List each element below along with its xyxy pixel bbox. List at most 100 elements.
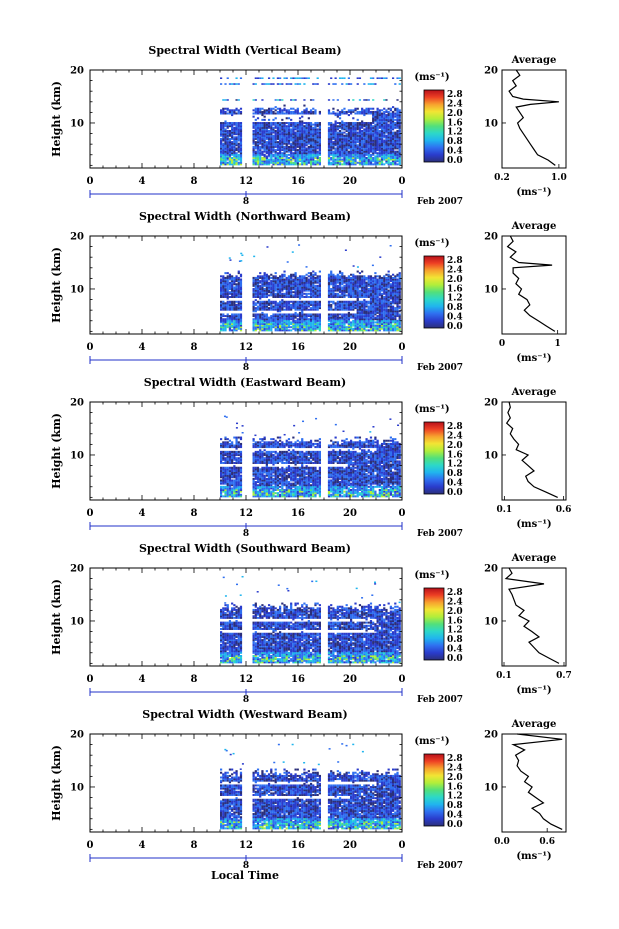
heatmap-cell — [391, 122, 395, 125]
heatmap-cell — [270, 327, 273, 330]
heatmap-cell — [259, 322, 262, 325]
heatmap-cell — [341, 128, 344, 131]
heatmap-cell — [254, 329, 257, 332]
heatmap-cell — [361, 329, 364, 332]
heatmap-cell — [261, 322, 264, 325]
heatmap-cell — [220, 83, 223, 85]
heatmap-cell — [338, 322, 342, 325]
heatmap-cell — [283, 107, 286, 110]
heatmap-cell — [279, 281, 282, 284]
heatmap-cell — [226, 457, 229, 460]
heatmap-cell — [338, 286, 342, 289]
heatmap-cell — [369, 303, 373, 306]
heatmap-cell — [222, 137, 225, 140]
heatmap-cell — [233, 292, 236, 295]
heatmap-cell — [312, 280, 315, 283]
heatmap-cell — [338, 163, 342, 166]
heatmap-cell — [350, 284, 353, 287]
heatmap-cell — [312, 273, 315, 276]
heatmap-cell — [350, 281, 353, 284]
heatmap-cell — [327, 133, 331, 136]
heatmap-cell — [372, 128, 375, 131]
heatmap-cell — [343, 319, 346, 322]
heatmap-cell — [378, 139, 381, 142]
heatmap-cell — [385, 321, 388, 324]
heatmap-cell — [387, 120, 390, 123]
heatmap-cell — [394, 307, 397, 310]
heatmap-cell — [279, 155, 282, 158]
heatmap-cell — [334, 150, 337, 153]
heatmap-cell — [296, 112, 299, 115]
heatmap-cell — [296, 122, 299, 125]
heatmap-cell — [261, 308, 264, 311]
heatmap-cell — [334, 161, 337, 164]
heatmap-cell — [327, 152, 331, 155]
heatmap-cell — [347, 163, 350, 166]
heatmap-cell — [222, 107, 225, 110]
heatmap-cell — [305, 110, 308, 113]
heatmap-cell — [350, 273, 353, 276]
heatmap-cell — [398, 321, 401, 324]
heatmap-cell — [294, 150, 297, 153]
heatmap-cell — [292, 316, 295, 319]
heatmap-cell — [344, 249, 347, 251]
heatmap-cell — [228, 326, 232, 329]
heatmap-cell — [383, 326, 386, 329]
heatmap-cell — [265, 160, 268, 163]
heatmap-cell — [363, 150, 366, 153]
heatmap-cell — [361, 302, 364, 305]
heatmap-cell — [341, 305, 344, 308]
heatmap-cell — [287, 300, 291, 303]
heatmap-cell — [345, 286, 348, 289]
heatmap-cell — [267, 109, 271, 112]
heatmap-cell — [309, 129, 313, 132]
heatmap-cell — [301, 155, 304, 158]
heatmap-cell — [305, 318, 308, 321]
heatmap-cell — [233, 109, 236, 112]
heatmap-cell — [354, 125, 357, 128]
heatmap-cell — [369, 324, 373, 327]
heatmap-cell — [336, 155, 339, 158]
heatmap-cell — [389, 324, 392, 327]
heatmap-cell — [287, 149, 291, 152]
heatmap-cell — [312, 160, 315, 163]
heatmap-cell — [334, 128, 337, 131]
heatmap-cell — [267, 118, 271, 121]
heatmap-cell — [318, 313, 321, 316]
heatmap-cell — [279, 112, 282, 115]
heatmap-cell — [252, 324, 255, 327]
heatmap-cell — [389, 329, 392, 332]
heatmap-cell — [220, 305, 223, 308]
heatmap-cell — [254, 310, 257, 313]
heatmap-cell — [380, 299, 384, 302]
heatmap-cell — [367, 99, 370, 101]
heatmap-cell — [261, 288, 264, 291]
heatmap-cell — [394, 288, 397, 291]
y-axis-label: Height (km) — [50, 81, 63, 157]
heatmap-cell — [365, 149, 368, 152]
heatmap-cell — [259, 295, 262, 298]
heatmap-cell — [367, 141, 370, 144]
heatmap-cell — [314, 160, 317, 163]
heatmap-cell — [387, 280, 390, 283]
heatmap-cell — [226, 455, 229, 458]
heatmap-cell — [220, 275, 223, 278]
heatmap-cell — [263, 289, 266, 292]
heatmap-cell — [228, 156, 232, 159]
heatmap-cell — [265, 326, 268, 329]
heatmap-cell — [263, 156, 266, 159]
heatmap-cell — [398, 280, 401, 283]
heatmap-cell — [327, 134, 331, 137]
heatmap-cell — [261, 118, 264, 121]
heatmap-cell — [345, 125, 348, 128]
heatmap-cell — [389, 139, 392, 142]
heatmap-cell — [276, 310, 280, 313]
heatmap-cell — [398, 286, 401, 289]
heatmap-cell — [272, 134, 275, 137]
heatmap-cell — [287, 289, 291, 292]
heatmap-cell — [229, 259, 232, 261]
heatmap-cell — [330, 141, 333, 144]
heatmap-cell — [294, 292, 297, 295]
heatmap-cell — [354, 307, 357, 310]
heatmap-cell — [296, 145, 299, 148]
